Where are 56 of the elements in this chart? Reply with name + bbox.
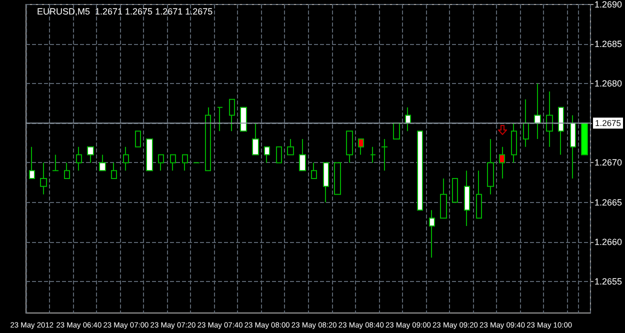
candlestick	[499, 146, 505, 180]
y-tick-label: 1.2680	[594, 78, 622, 89]
candlestick	[546, 91, 553, 148]
candlestick	[570, 114, 576, 180]
candlestick	[370, 146, 376, 164]
candlestick	[393, 122, 400, 140]
y-tick-label: 1.2655	[594, 276, 622, 286]
y-tick-label: 1.2685	[594, 39, 622, 50]
candlestick	[135, 130, 141, 148]
candlestick	[170, 154, 176, 172]
candlestick	[99, 154, 106, 172]
candlestick	[534, 83, 541, 140]
candlestick	[182, 154, 188, 172]
candlestick	[264, 146, 270, 164]
candlestick	[276, 146, 282, 164]
ref-line-label: 1.2675	[595, 118, 622, 128]
candlestick	[40, 162, 47, 195]
candlestick	[487, 138, 494, 195]
candlestick	[381, 138, 388, 172]
candlestick	[64, 162, 70, 180]
candlestick	[405, 106, 411, 132]
candlestick	[452, 178, 458, 203]
y-tick-label: 1.2670	[594, 158, 622, 168]
candlestick	[158, 154, 164, 172]
candlestick	[558, 106, 564, 156]
candlestick	[252, 122, 259, 156]
candlestick	[76, 146, 82, 172]
candlestick	[417, 130, 423, 211]
candlestick	[52, 154, 59, 172]
candlestick	[240, 106, 247, 132]
candlestick	[87, 146, 94, 164]
candlestick	[476, 170, 482, 219]
candlestick	[464, 170, 470, 226]
candlestick	[334, 162, 341, 195]
candlestick	[205, 106, 211, 172]
candlestick	[323, 162, 329, 203]
y-tick-label: 1.2660	[594, 236, 622, 247]
candlestick	[299, 138, 306, 172]
candlestick	[429, 210, 435, 258]
candlestick	[311, 162, 317, 180]
candlestick	[123, 146, 129, 172]
candlestick	[523, 98, 529, 148]
candlestick	[111, 162, 117, 180]
candlestick	[146, 138, 153, 172]
candlestick	[217, 106, 223, 132]
candlestick	[29, 146, 35, 180]
y-tick-label: 1.2665	[594, 197, 622, 208]
candlestick	[440, 178, 447, 219]
candlestick	[346, 130, 353, 164]
y-tick-label: 1.2690	[594, 0, 622, 10]
candlestick	[358, 138, 364, 156]
candlestick	[511, 122, 517, 164]
candlestick	[581, 122, 588, 156]
candlestick	[229, 98, 235, 132]
chart-title: EURUSD,M5 1.2671 1.2675 1.2671 1.2675	[37, 6, 213, 16]
candlestick	[287, 138, 294, 156]
